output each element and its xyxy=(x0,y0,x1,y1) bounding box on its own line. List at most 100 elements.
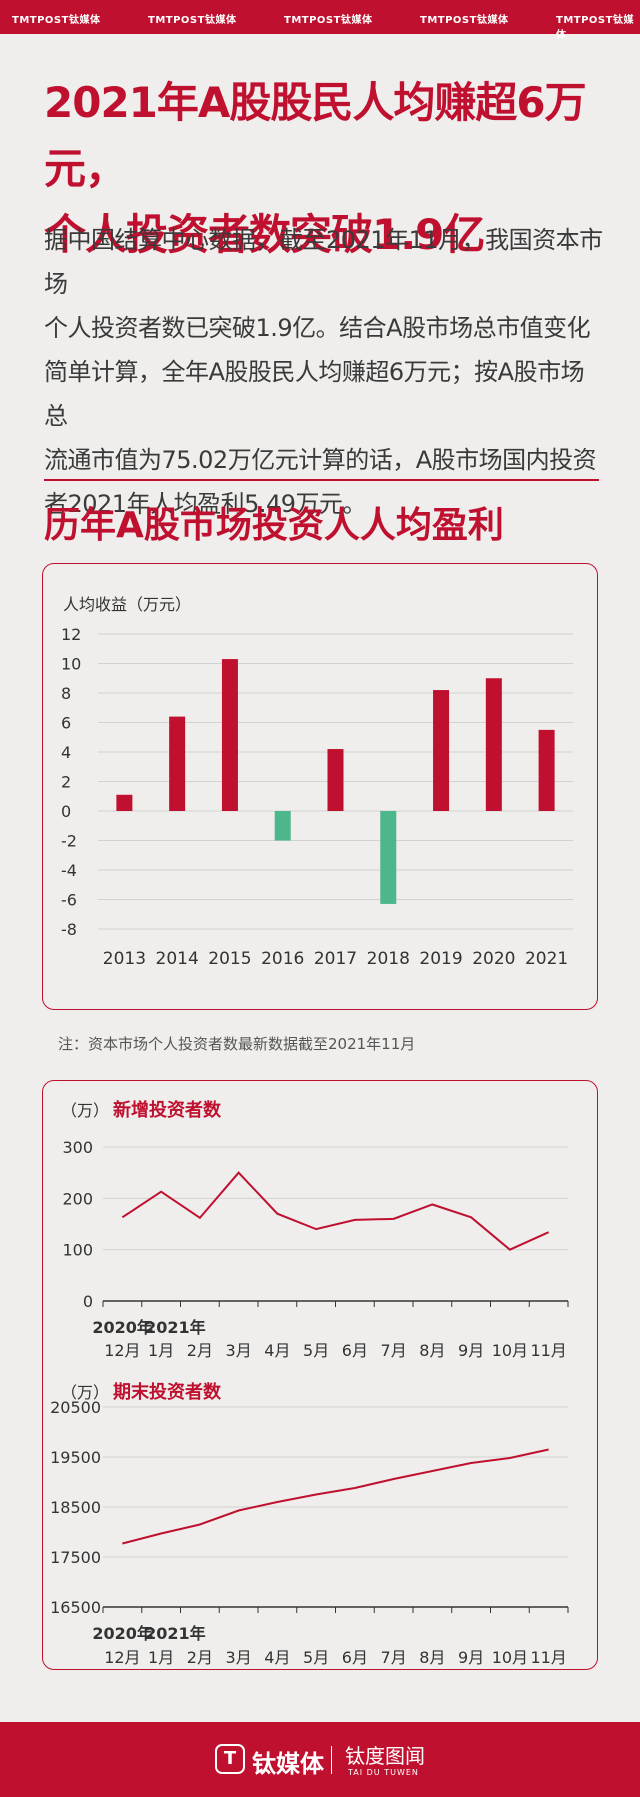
bar xyxy=(327,749,344,811)
series-line xyxy=(122,1448,549,1545)
bar xyxy=(116,794,133,811)
intro-line: 简单计算，全年A股股民人均赚超6万元；按A股市场总 xyxy=(44,358,585,430)
bar xyxy=(169,716,186,811)
top-banner: TMTPOST钛媒体 TMTPOST钛媒体 TMTPOST钛媒体 TMTPOST… xyxy=(0,0,640,41)
x-tick-label: 10月 xyxy=(492,1341,528,1360)
x-tick-label: 5月 xyxy=(303,1648,329,1667)
x-tick-label: 2021 xyxy=(525,949,568,969)
x-tick-label: 7月 xyxy=(381,1648,407,1667)
x-tick-label: 2月 xyxy=(187,1341,213,1360)
y-tick-label: 18500 xyxy=(50,1498,101,1517)
x-tick-label: 3月 xyxy=(226,1648,252,1667)
section-subtitle: 历年A股市场投资人人均盈利 xyxy=(44,505,504,546)
x-tick-label: 2020 xyxy=(472,949,515,969)
y-tick-label: 2 xyxy=(61,773,71,792)
x-year-label: 2020年 xyxy=(92,1624,153,1643)
title-line-1: 2021年A股股民人均赚超6万元， xyxy=(44,78,587,193)
x-year-label: 2020年 xyxy=(92,1318,153,1337)
investor-charts-card: （万） 新增投资者数 300 200 100 0 12月 1月 2月 3月 4月 5月 6月 7月 8月 9月… xyxy=(42,1080,598,1670)
chart-title: 新增投资者数 xyxy=(113,1099,222,1121)
bar xyxy=(380,811,397,904)
y-tick-label: -8 xyxy=(61,920,77,939)
x-tick-label: 6月 xyxy=(342,1341,368,1360)
bar xyxy=(274,811,291,841)
footer-separator xyxy=(331,1746,332,1774)
x-tick-label: 5月 xyxy=(303,1341,329,1360)
header-logo-2: TMTPOST钛媒体 xyxy=(148,15,237,26)
x-tick-label: 2019 xyxy=(419,949,462,969)
x-tick-label: 4月 xyxy=(264,1341,290,1360)
intro-line: 据中国结算中心数据，截至2021年11月，我国资本市场 xyxy=(44,226,603,298)
y-tick-label: 200 xyxy=(62,1189,93,1208)
x-year-label: 2021年 xyxy=(145,1318,206,1337)
y-tick-label: 20500 xyxy=(50,1398,101,1417)
x-tick-label: 4月 xyxy=(264,1648,290,1667)
footer-banner: T 钛媒体 钛度图闻 TAI DU TUWEN xyxy=(0,1722,640,1797)
y-tick-label: 12 xyxy=(61,625,81,644)
per-capita-profit-bar-chart: 人均收益（万元） 12 10 8 6 4 2 0 -2 -4 -6 -8 2013 2014 2015 201… xyxy=(61,595,573,969)
y-tick-label: 19500 xyxy=(50,1448,101,1467)
footer-brand-2: 钛度图闻 xyxy=(345,1744,425,1768)
footnote: 注：资本市场个人投资者数最新数据截至2021年11月 xyxy=(58,1035,416,1053)
x-tick-label: 7月 xyxy=(381,1341,407,1360)
x-tick-label: 2016 xyxy=(261,949,304,969)
intro-line: 流通市值为75.02万亿元计算的话，A股市场国内投资 xyxy=(44,446,597,474)
x-tick-label: 12月 xyxy=(104,1341,140,1360)
y-tick-label: 100 xyxy=(62,1241,93,1260)
intro-line: 个人投资者数已突破1.9亿。结合A股市场总市值变化 xyxy=(44,314,591,342)
x-tick-label: 3月 xyxy=(226,1341,252,1360)
x-year-label: 2021年 xyxy=(145,1624,206,1643)
x-tick-label: 11月 xyxy=(530,1341,566,1360)
new-investors-line-chart: （万） 新增投资者数 300 200 100 0 12月 1月 2月 3月 4月 5月 6月 7月 8月 9月… xyxy=(61,1099,569,1360)
x-tick-label: 12月 xyxy=(104,1648,140,1667)
y-tick-label: 0 xyxy=(61,802,71,821)
y-tick-label: -6 xyxy=(61,891,77,910)
unit-label: （万） xyxy=(61,1383,109,1402)
bar xyxy=(485,678,502,811)
y-tick-label: 10 xyxy=(61,655,81,674)
unit-label: （万） xyxy=(61,1101,109,1120)
page-title: 2021年A股股民人均赚超6万元， 个人投资者数突破1.9亿 xyxy=(44,70,614,268)
section-divider xyxy=(44,479,599,481)
y-axis-label: 人均收益（万元） xyxy=(63,595,191,614)
x-tick-label: 2013 xyxy=(103,949,146,969)
x-tick-label: 2018 xyxy=(367,949,410,969)
footer-brand: 钛媒体 xyxy=(252,1750,324,1778)
y-tick-label: -4 xyxy=(61,861,77,880)
header-logo-5: TMTPOST钛媒体 xyxy=(556,15,634,41)
bar xyxy=(221,659,238,811)
header-logo-3: TMTPOST钛媒体 xyxy=(284,15,373,26)
x-tick-label: 2014 xyxy=(156,949,199,969)
series-line xyxy=(121,1171,550,1251)
x-tick-label: 11月 xyxy=(530,1648,566,1667)
total-investors-line-chart: （万） 期末投资者数 20500 19500 18500 17500 16500 12月 1月 2… xyxy=(50,1381,569,1667)
x-tick-label: 8月 xyxy=(419,1648,445,1667)
x-tick-label: 1月 xyxy=(148,1341,174,1360)
y-tick-label: 8 xyxy=(61,684,71,703)
y-tick-label: 17500 xyxy=(50,1548,101,1567)
x-tick-label: 6月 xyxy=(342,1648,368,1667)
x-tick-label: 2015 xyxy=(208,949,251,969)
y-tick-label: -2 xyxy=(61,832,77,851)
profit-chart-card: 人均收益（万元） 12 10 8 6 4 2 0 -2 -4 -6 -8 2013 2014 2015 201… xyxy=(42,563,598,1010)
x-tick-label: 2017 xyxy=(314,949,357,969)
y-tick-label: 4 xyxy=(61,743,71,762)
chart-title: 期末投资者数 xyxy=(113,1381,222,1403)
header-logo-4: TMTPOST钛媒体 xyxy=(420,15,509,26)
y-tick-label: 6 xyxy=(61,714,71,733)
tmtpost-logo-icon: T xyxy=(215,1744,245,1774)
x-tick-label: 2月 xyxy=(187,1648,213,1667)
y-tick-label: 300 xyxy=(62,1138,93,1157)
header-logo-1: TMTPOST钛媒体 xyxy=(12,15,101,26)
x-tick-label: 9月 xyxy=(458,1648,484,1667)
y-tick-label: 16500 xyxy=(50,1598,101,1617)
y-tick-label: 0 xyxy=(83,1292,93,1311)
x-tick-label: 8月 xyxy=(419,1341,445,1360)
x-tick-label: 10月 xyxy=(492,1648,528,1667)
bar xyxy=(538,729,555,811)
footer-brand-2-sub: TAI DU TUWEN xyxy=(348,1768,419,1777)
bar xyxy=(433,690,450,811)
x-tick-label: 9月 xyxy=(458,1341,484,1360)
intro-paragraph: 据中国结算中心数据，截至2021年11月，我国资本市场 个人投资者数已突破1.9… xyxy=(44,218,604,526)
title-line-2: 个人投资者数突破1.9亿 xyxy=(44,210,485,259)
